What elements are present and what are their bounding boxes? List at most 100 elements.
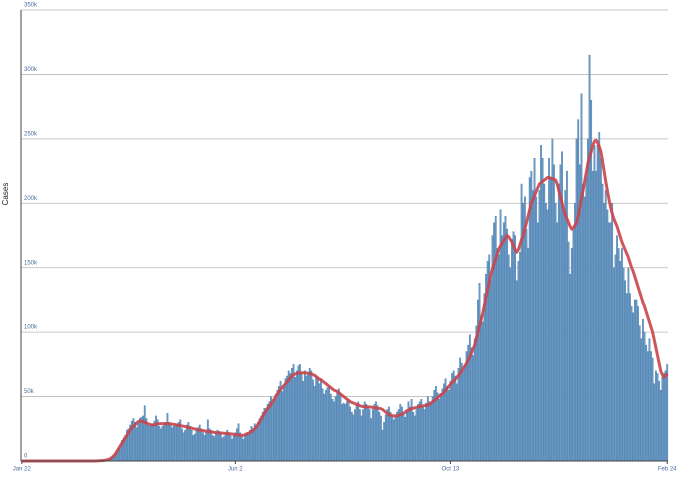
bar: [417, 404, 419, 462]
bar: [213, 436, 216, 462]
bar: [396, 411, 398, 462]
bar: [367, 406, 369, 462]
bar: [394, 415, 397, 462]
bar: [384, 414, 387, 462]
bar: [564, 190, 567, 462]
bar: [255, 426, 258, 462]
bar: [554, 203, 557, 462]
bar: [621, 248, 623, 462]
bar: [619, 261, 622, 462]
bar: [257, 422, 259, 462]
bar: [303, 370, 306, 462]
bar: [570, 248, 573, 462]
bar: [430, 404, 432, 462]
bar: [244, 435, 246, 462]
bar: [514, 235, 517, 462]
bar: [234, 432, 237, 462]
bar: [378, 411, 381, 462]
bar: [161, 426, 164, 462]
bar: [506, 228, 508, 462]
bar: [295, 370, 298, 462]
bar: [651, 357, 654, 462]
bar: [551, 138, 554, 462]
bar: [562, 209, 565, 462]
bar: [625, 293, 628, 462]
bar: [464, 365, 466, 462]
bar: [420, 398, 423, 462]
bar: [415, 409, 418, 462]
bar: [585, 177, 588, 462]
bar: [556, 222, 559, 462]
bar: [169, 424, 172, 462]
bar: [329, 393, 332, 462]
bar: [593, 145, 596, 462]
bar: [441, 388, 444, 462]
bar: [509, 267, 512, 462]
bar: [370, 418, 373, 462]
bar: [451, 373, 453, 462]
bar: [281, 391, 284, 462]
bar: [365, 404, 368, 462]
moving-average-line: [21, 138, 669, 463]
bar: [535, 196, 538, 462]
bar: [326, 387, 329, 462]
bar: [177, 422, 180, 462]
bar: [294, 377, 297, 462]
bar: [404, 417, 407, 462]
bar: [278, 386, 280, 462]
bar: [591, 170, 594, 462]
bar: [640, 338, 643, 462]
bar: [195, 429, 198, 462]
bar: [194, 433, 196, 462]
bar: [431, 396, 434, 462]
x-tick-label: Oct 13: [442, 467, 460, 473]
bar: [158, 426, 161, 462]
bar: [582, 183, 584, 462]
bar: [661, 377, 664, 462]
bar: [150, 424, 153, 462]
bar: [247, 433, 250, 462]
bar: [439, 393, 442, 462]
bar: [457, 368, 460, 462]
bar: [148, 426, 151, 462]
bar: [663, 373, 665, 462]
bar: [454, 375, 457, 462]
bar: [266, 404, 269, 462]
bar: [271, 402, 274, 462]
bar: [245, 432, 248, 462]
bar: [577, 119, 580, 462]
bar: [349, 406, 352, 462]
bar: [511, 239, 513, 462]
bar: [362, 409, 364, 462]
bar: [205, 432, 208, 462]
bar: [507, 254, 510, 462]
bar: [292, 364, 295, 462]
bar: [604, 190, 607, 462]
bar: [504, 216, 507, 462]
bar: [376, 405, 379, 462]
bar: [305, 375, 308, 462]
bar: [642, 319, 644, 462]
bar: [650, 351, 652, 462]
bar: [346, 401, 348, 462]
bar: [538, 190, 541, 462]
bar: [460, 362, 463, 462]
bar: [137, 422, 140, 462]
bar: [239, 432, 242, 462]
bar: [336, 391, 339, 462]
bar: [334, 396, 337, 462]
bar: [522, 203, 525, 462]
bar: [333, 401, 335, 462]
bar: [530, 170, 533, 462]
bar: [449, 380, 452, 462]
bar: [405, 411, 408, 462]
bar: [635, 299, 638, 462]
bar: [315, 375, 318, 462]
bar: [422, 406, 424, 462]
bar: [352, 414, 355, 462]
bar: [428, 401, 431, 462]
bar: [480, 316, 483, 462]
bar: [633, 299, 636, 462]
bar: [143, 405, 146, 462]
